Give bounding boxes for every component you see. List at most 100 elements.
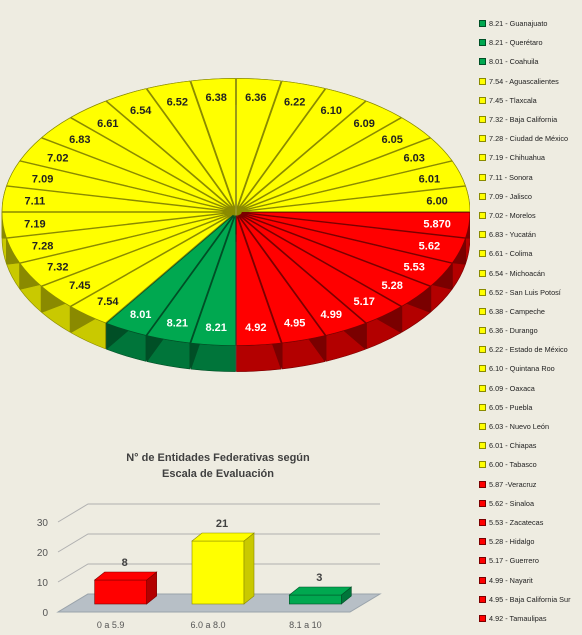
legend-swatch [479, 77, 486, 85]
legend-swatch [479, 423, 486, 431]
pie-slice [70, 214, 233, 324]
bar [289, 594, 342, 605]
pie-slice [238, 214, 367, 336]
legend-swatch [479, 39, 486, 47]
legend-item: 6.10 - Quintana Roo [479, 359, 581, 378]
legend-label: 7.28 - Ciudad de México [489, 134, 569, 144]
legend-item: 7.28 - Ciudad de México [479, 129, 581, 148]
legend-label: 6.83 - Yucatán [489, 230, 536, 240]
legend-item: 6.22 - Estado de México [479, 340, 581, 359]
pie-slice [239, 214, 402, 324]
pie-data-label: 5.53 [404, 261, 425, 273]
x-tick-label: 8.1 a 10 [289, 620, 322, 630]
legend-item: 6.00 - Tabasco [479, 455, 581, 474]
gridline [57, 533, 380, 553]
legend-label: 6.52 - San Luis Potosí [489, 287, 561, 297]
bar-top [93, 571, 158, 581]
legend-label: 7.02 - Morelos [489, 210, 536, 220]
bar-value-label: 8 [122, 557, 128, 569]
bar-top [191, 532, 255, 542]
legend-item: 6.52 - San Luis Potosí [479, 283, 581, 302]
legend-label: 8.21 - Guanajuato [489, 19, 548, 29]
legend-swatch [479, 20, 486, 28]
y-tick-label: 20 [37, 548, 49, 559]
legend-label: 6.09 - Oaxaca [489, 383, 535, 393]
pie-data-label: 6.05 [381, 134, 402, 146]
pie-data-label: 6.22 [284, 97, 305, 109]
legend-item: 7.32 - Baja California [479, 110, 581, 129]
bar-value-label: 3 [316, 572, 322, 584]
legend-swatch [479, 231, 486, 239]
legend-label: 7.45 - Tlaxcala [489, 95, 537, 105]
bar-chart-title-line1: N° de Entidades Federativas según [126, 452, 310, 464]
legend-item: 7.02 - Morelos [479, 206, 581, 225]
pie-slice [70, 100, 233, 210]
legend-item: 6.54 - Michoacán [479, 263, 581, 282]
legend-label: 6.05 - Puebla [489, 402, 533, 412]
pie-slice [240, 117, 431, 211]
legend-swatch [479, 116, 486, 124]
legend-label: 4.92 - Tamaulipas [489, 613, 547, 623]
pie-slice [6, 160, 231, 212]
pie-data-label: 5.17 [353, 296, 374, 308]
pie-data-label: 7.11 [24, 196, 45, 208]
pie-data-label: 6.01 [419, 174, 440, 186]
legend-swatch [479, 269, 486, 277]
pie-slice [105, 88, 234, 210]
legend-label: 7.32 - Baja California [489, 115, 558, 125]
legend-item: 4.99 - Nayarit [479, 570, 581, 589]
legend-swatch [479, 614, 486, 622]
legend-label: 5.28 - Hidalgo [489, 537, 535, 547]
legend-label: 7.11 - Sonora [489, 172, 533, 182]
legend-swatch [479, 384, 486, 392]
legend-label: 6.00 - Tabasco [489, 460, 537, 470]
legend-label: 7.19 - Chihuahua [489, 153, 545, 163]
legend-label: 6.10 - Quintana Roo [489, 364, 555, 374]
legend-item: 5.17 - Guerrero [479, 551, 581, 570]
pie-slice [240, 213, 431, 307]
pie-data-label: 4.92 [245, 322, 266, 334]
legend-swatch [479, 58, 486, 66]
pie-data-label: 7.32 [47, 261, 68, 273]
legend-swatch [479, 538, 486, 546]
y-tick-label: 30 [37, 518, 49, 529]
legend-swatch [479, 327, 486, 335]
legend-label: 8.01 - Coahuila [489, 57, 539, 67]
legend-label: 8.21 - Querétaro [489, 38, 543, 48]
pie-slice [190, 78, 236, 209]
pie-slice [41, 117, 232, 211]
pie-data-label: 5.62 [419, 240, 440, 252]
legend-label: 6.54 - Michoacán [489, 268, 545, 278]
legend-label: 5.53 - Zacatecas [489, 517, 544, 527]
pie-slice [237, 215, 326, 344]
bar [191, 540, 245, 605]
legend-swatch [479, 135, 486, 143]
pie-legend: 8.21 - Guanajuato 8.21 - Querétaro 8.01 - … [479, 14, 581, 628]
legend-item: 4.92 - Tamaulipas [479, 609, 581, 628]
pie-data-label: 6.36 [245, 92, 266, 104]
pie-data-label: 5.870 [423, 218, 451, 230]
pie-slice [241, 185, 470, 212]
legend-label: 7.54 - Aguascalientes [489, 76, 559, 86]
legend-item: 6.83 - Yucatán [479, 225, 581, 244]
legend-item: 5.28 - Hidalgo [479, 532, 581, 551]
legend-swatch [479, 250, 486, 258]
legend-item: 4.95 - Baja California Sur [479, 590, 581, 609]
bar-top [288, 586, 353, 596]
legend-swatch [479, 461, 486, 469]
legend-swatch [479, 576, 486, 584]
pie-slice [190, 215, 236, 346]
pie-slice [41, 213, 232, 307]
bar-side [243, 532, 255, 605]
pie-data-label: 4.99 [321, 309, 342, 321]
pie-slice [238, 88, 367, 210]
pie-data-label: 5.28 [381, 280, 402, 292]
legend-label: 5.87 -Veracruz [489, 479, 537, 489]
legend-swatch [479, 557, 486, 565]
legend-swatch [479, 307, 486, 315]
legend-swatch [479, 288, 486, 296]
pie-slice [236, 78, 282, 209]
pie-slice [1, 212, 231, 239]
bar-chart-title: N° de Entidades Federativas según Escala… [88, 450, 348, 482]
pie-slice [239, 100, 402, 210]
